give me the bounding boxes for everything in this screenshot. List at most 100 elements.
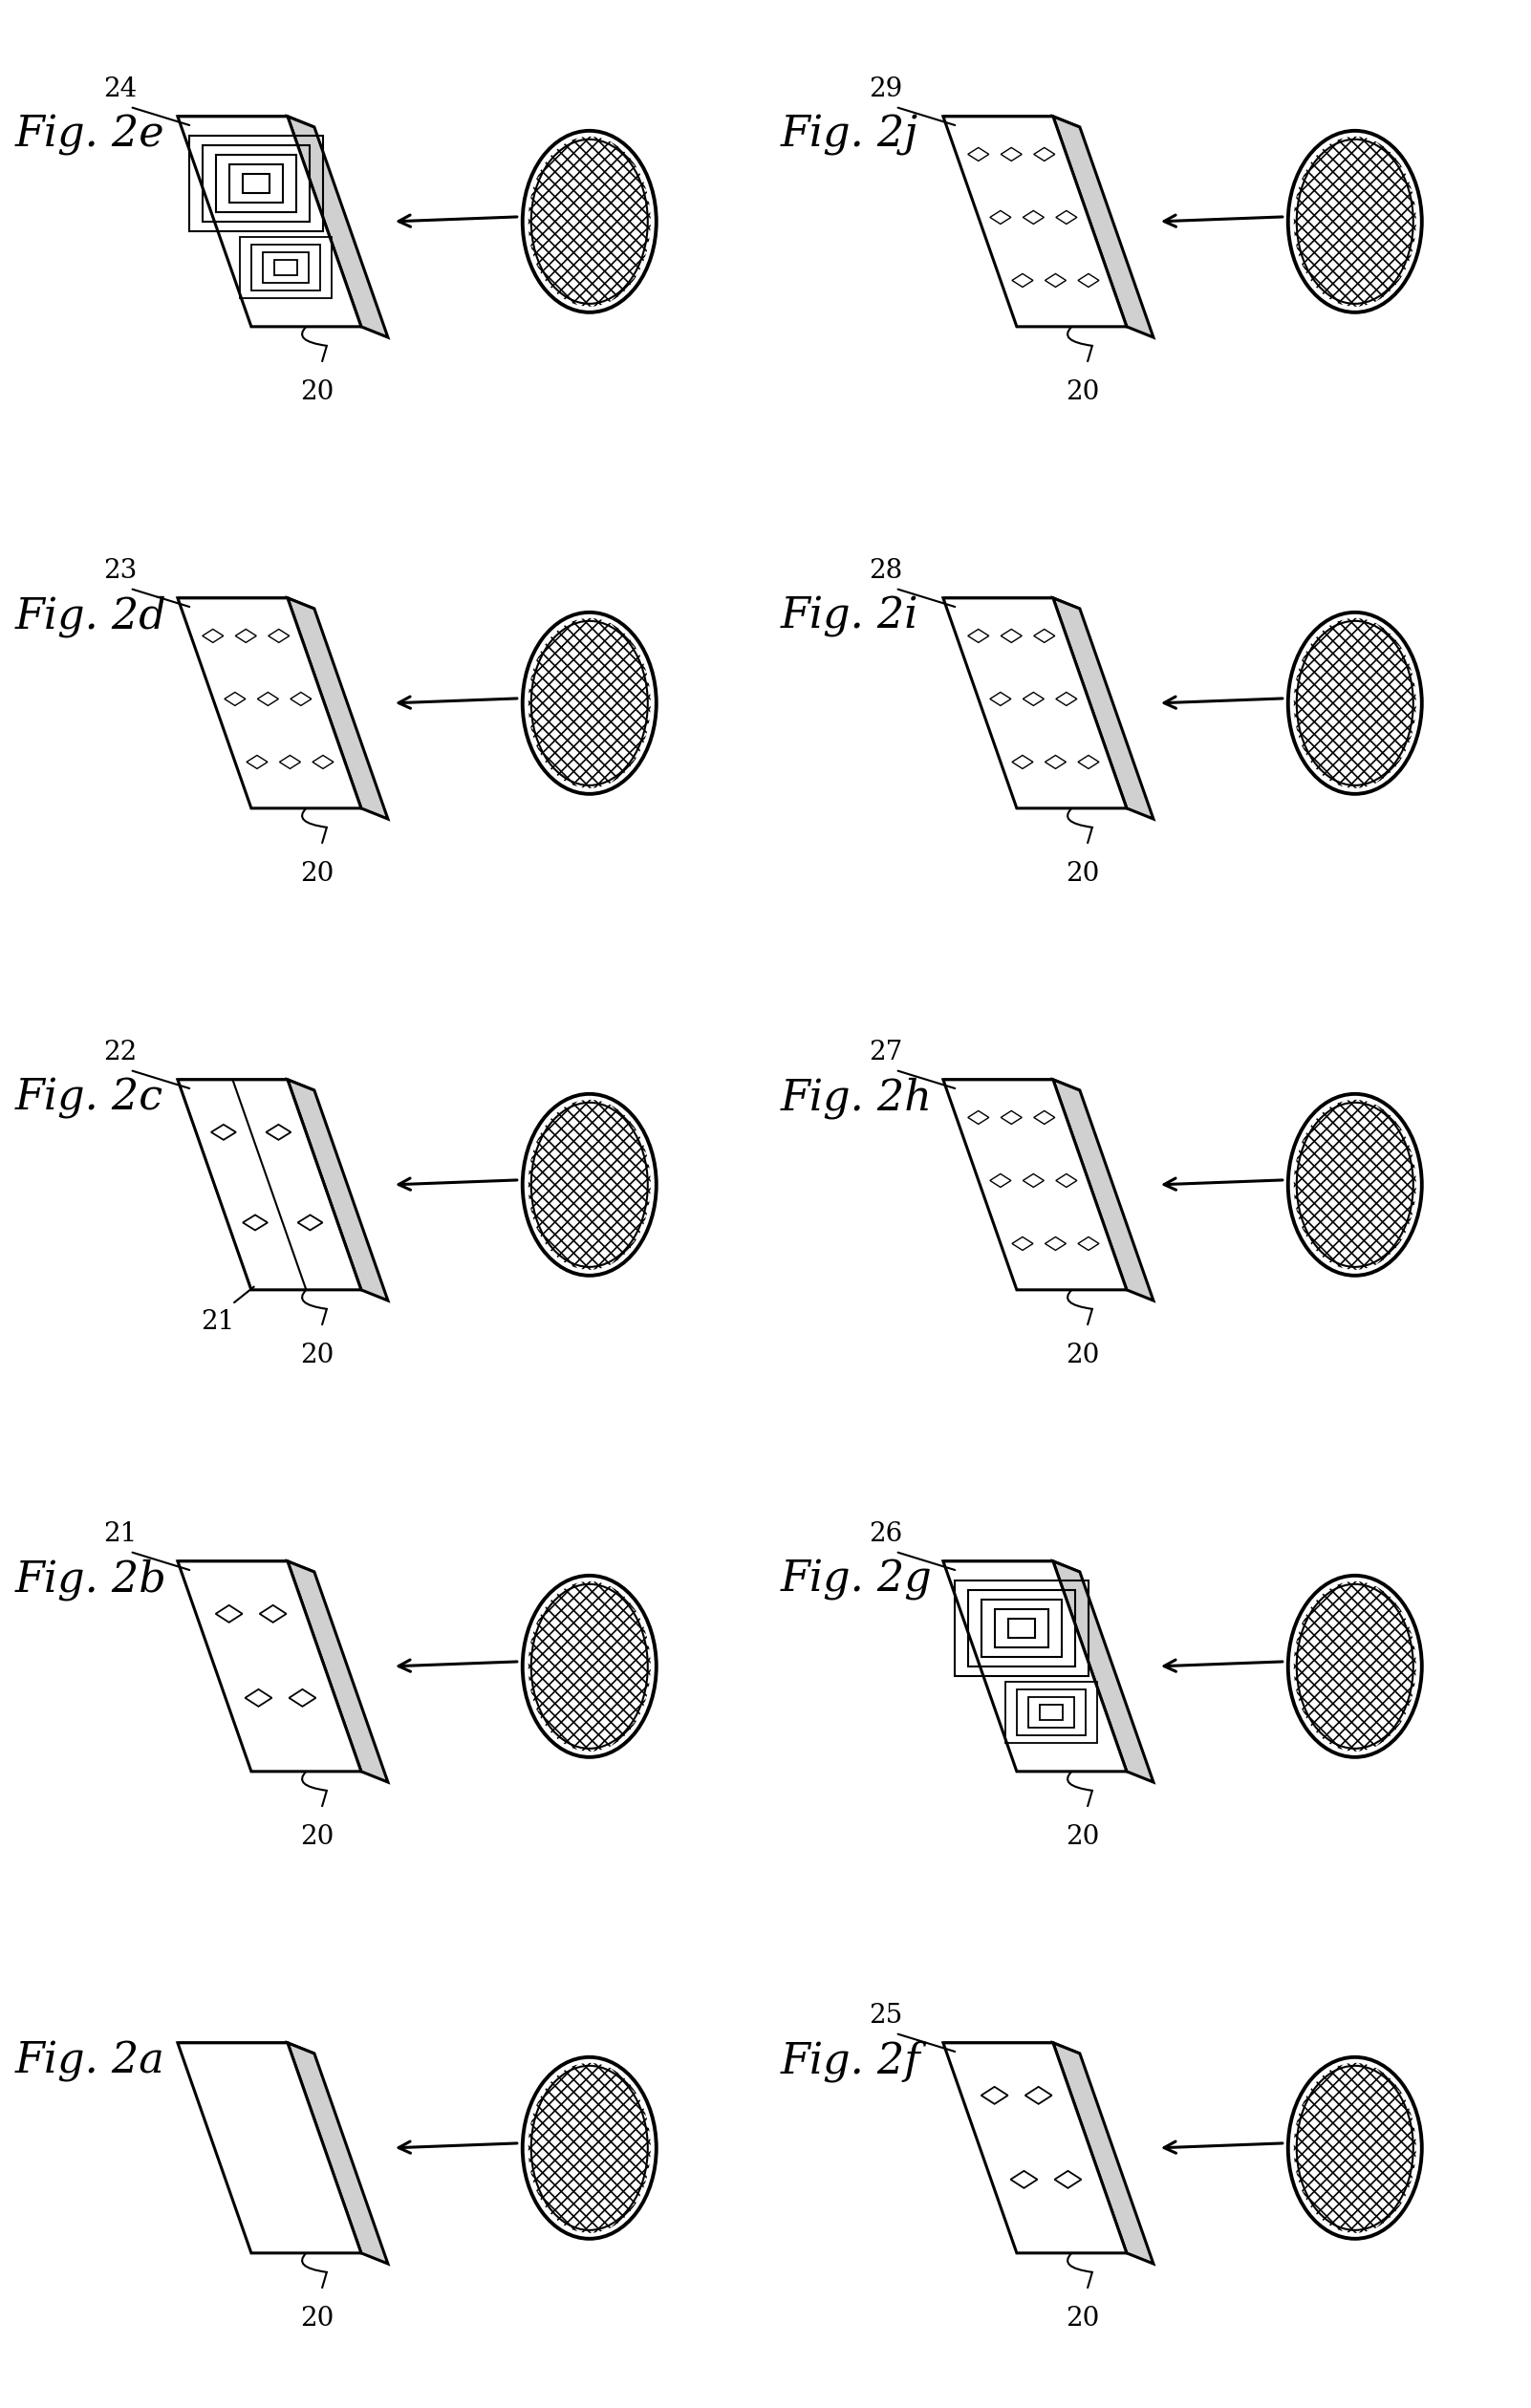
Polygon shape [1026, 2088, 1052, 2105]
Polygon shape [1056, 691, 1076, 706]
Polygon shape [968, 147, 989, 161]
Polygon shape [1053, 116, 1153, 337]
Polygon shape [943, 597, 1079, 609]
Polygon shape [991, 1173, 1010, 1187]
Polygon shape [178, 1079, 314, 1091]
Polygon shape [943, 1079, 1127, 1291]
Polygon shape [1053, 597, 1153, 819]
Polygon shape [1056, 209, 1076, 224]
Text: 20: 20 [300, 2304, 334, 2331]
Text: Fig. 2g: Fig. 2g [781, 1558, 932, 1601]
Polygon shape [280, 756, 300, 768]
Polygon shape [968, 628, 989, 643]
Polygon shape [266, 1125, 291, 1139]
Text: 21: 21 [104, 1522, 138, 1546]
Polygon shape [943, 116, 1127, 327]
Polygon shape [178, 1560, 314, 1572]
Ellipse shape [1292, 2061, 1418, 2235]
Polygon shape [981, 2088, 1007, 2105]
Polygon shape [289, 1690, 315, 1707]
Polygon shape [257, 691, 279, 706]
Polygon shape [225, 691, 245, 706]
Polygon shape [1055, 2172, 1081, 2189]
Text: 27: 27 [870, 1040, 903, 1064]
Text: Fig. 2a: Fig. 2a [15, 2040, 165, 2083]
Polygon shape [245, 1690, 273, 1707]
Polygon shape [178, 597, 361, 809]
Ellipse shape [1292, 616, 1418, 790]
Ellipse shape [1292, 135, 1418, 308]
Text: 20: 20 [1066, 1341, 1099, 1368]
Polygon shape [1053, 1560, 1153, 1782]
Polygon shape [288, 116, 387, 337]
Polygon shape [1023, 1173, 1044, 1187]
Polygon shape [1012, 275, 1033, 287]
Text: 20: 20 [1066, 378, 1099, 405]
Polygon shape [943, 597, 1127, 809]
Polygon shape [1046, 1238, 1066, 1250]
Text: 20: 20 [1066, 2304, 1099, 2331]
Polygon shape [246, 756, 268, 768]
Text: Fig. 2c: Fig. 2c [15, 1076, 164, 1120]
Text: 20: 20 [300, 378, 334, 405]
Text: 20: 20 [300, 1823, 334, 1849]
Text: 24: 24 [104, 77, 138, 101]
Polygon shape [1033, 147, 1055, 161]
Polygon shape [211, 1125, 236, 1139]
Ellipse shape [1292, 1580, 1418, 1753]
Text: 28: 28 [870, 559, 903, 583]
Polygon shape [943, 1560, 1079, 1572]
Polygon shape [178, 597, 314, 609]
Text: 21: 21 [201, 1310, 234, 1334]
Polygon shape [288, 1560, 387, 1782]
Polygon shape [1056, 1173, 1076, 1187]
Text: 20: 20 [1066, 860, 1099, 886]
Text: 20: 20 [1066, 1823, 1099, 1849]
Polygon shape [1033, 1110, 1055, 1125]
Text: Fig. 2d: Fig. 2d [15, 595, 167, 638]
Polygon shape [1033, 628, 1055, 643]
Text: Fig. 2e: Fig. 2e [15, 113, 165, 157]
Polygon shape [297, 1216, 323, 1230]
Polygon shape [1053, 1079, 1153, 1300]
Polygon shape [1023, 691, 1044, 706]
Polygon shape [943, 1560, 1127, 1772]
Polygon shape [991, 691, 1010, 706]
Polygon shape [243, 1216, 268, 1230]
Polygon shape [943, 116, 1079, 128]
Polygon shape [178, 1560, 361, 1772]
Polygon shape [202, 628, 224, 643]
Polygon shape [288, 597, 387, 819]
Text: Fig. 2b: Fig. 2b [15, 1558, 167, 1601]
Polygon shape [178, 2042, 361, 2254]
Polygon shape [236, 628, 256, 643]
Text: 20: 20 [300, 860, 334, 886]
Polygon shape [1078, 275, 1099, 287]
Polygon shape [288, 1079, 387, 1300]
Polygon shape [1012, 756, 1033, 768]
Ellipse shape [527, 2061, 652, 2235]
Polygon shape [943, 2042, 1079, 2054]
Polygon shape [178, 2042, 314, 2054]
Text: Fig. 2f: Fig. 2f [781, 2040, 922, 2083]
Polygon shape [1001, 147, 1021, 161]
Ellipse shape [527, 1098, 652, 1271]
Polygon shape [943, 1079, 1079, 1091]
Polygon shape [178, 116, 361, 327]
Polygon shape [268, 628, 289, 643]
Text: 20: 20 [300, 1341, 334, 1368]
Ellipse shape [527, 135, 652, 308]
Polygon shape [1053, 2042, 1153, 2264]
Polygon shape [288, 2042, 387, 2264]
Polygon shape [178, 116, 314, 128]
Polygon shape [968, 1110, 989, 1125]
Ellipse shape [527, 1580, 652, 1753]
Text: 25: 25 [870, 2003, 903, 2028]
Polygon shape [312, 756, 334, 768]
Polygon shape [260, 1606, 286, 1623]
Polygon shape [1010, 2172, 1038, 2189]
Ellipse shape [1292, 1098, 1418, 1271]
Text: 22: 22 [104, 1040, 138, 1064]
Text: Fig. 2i: Fig. 2i [781, 595, 919, 638]
Polygon shape [943, 2042, 1127, 2254]
